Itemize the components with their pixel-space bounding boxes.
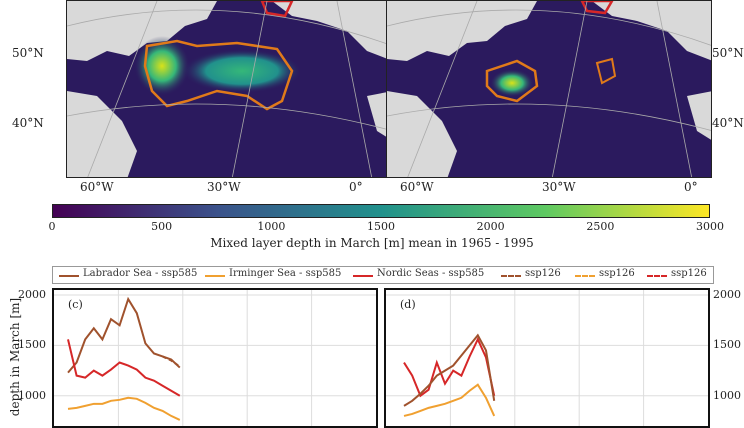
contour-irminger <box>595 57 617 85</box>
colorbar-tick-label: 1500 <box>367 220 395 233</box>
land-greenland-europe <box>272 1 391 61</box>
legend-label-irminger: Irminger Sea - ssp585 <box>229 268 342 279</box>
series-line-nordic-seas-ssp585 <box>67 339 181 397</box>
legend-label-labrador-126: ssp126 <box>525 268 561 279</box>
panel-c-letter: (c) <box>68 298 83 311</box>
lon-label-0-right: 0° <box>684 180 698 194</box>
legend-swatch-nordic-126 <box>647 275 667 277</box>
y-tick-label-left: 1500 <box>18 338 46 352</box>
y-tick-label-left: 1000 <box>18 388 46 402</box>
land-north-america <box>67 1 217 61</box>
lon-label-60w-right: 60°W <box>400 180 434 194</box>
lon-label-30w-right: 30°W <box>542 180 576 194</box>
panel-c: (c) <box>52 288 378 428</box>
graticule-0 <box>656 1 693 177</box>
colorbar-tick-label: 3000 <box>696 220 724 233</box>
mld-labrador-high <box>134 36 190 96</box>
lat-label-40n-left: 40°N <box>12 116 44 130</box>
legend-swatch-irminger-126 <box>575 275 595 277</box>
map-right-svg <box>387 1 711 177</box>
series-line-labrador-sea-ssp585 <box>67 296 181 374</box>
legend-swatch-labrador <box>59 275 79 277</box>
colorbar-tick-label: 0 <box>48 220 56 233</box>
colorbar <box>52 204 710 218</box>
colorbar-tick-label: 1000 <box>257 220 286 233</box>
legend-swatch-labrador-126 <box>501 275 521 277</box>
series-line-nordic-seas-ssp585 <box>403 336 496 398</box>
panel-d-letter: (d) <box>400 298 416 311</box>
lat-label-40n-right: 40°N <box>712 116 744 130</box>
panel-d: (d) <box>384 288 710 428</box>
series-line-ssp126 <box>162 355 181 368</box>
y-axis-label: depth in March [m] <box>8 297 23 417</box>
mld-labrador-high <box>490 69 534 97</box>
graticule-50n <box>67 9 391 46</box>
land-iberia <box>687 91 711 140</box>
y-tick-label-right: 2000 <box>713 288 741 302</box>
lat-label-50n-right: 50°N <box>712 46 744 60</box>
colorbar-title: Mixed layer depth in March [m] mean in 1… <box>210 236 534 250</box>
panel-c-plot <box>54 290 376 426</box>
lon-label-60w-left: 60°W <box>80 180 114 194</box>
land-us-coast <box>67 91 137 177</box>
graticule-30w <box>551 1 588 177</box>
legend-swatch-nordic <box>353 275 373 277</box>
y-tick-label-left: 2000 <box>18 288 46 302</box>
lon-label-30w-left: 30°W <box>207 180 241 194</box>
contour-labrador-irminger <box>143 39 294 111</box>
panel-d-plot <box>386 290 708 426</box>
graticule-30w <box>231 1 268 177</box>
map-panel-left <box>66 0 392 178</box>
contour-labrador <box>485 59 539 103</box>
land-iberia <box>367 91 391 140</box>
graticule-60w <box>87 1 158 177</box>
legend-label-nordic: Nordic Seas - ssp585 <box>377 268 485 279</box>
y-tick-label-right: 1500 <box>713 338 741 352</box>
legend-label-nordic-126: ssp126 <box>671 268 707 279</box>
colorbar-tick-label: 500 <box>151 220 173 233</box>
colorbar-tick-label: 2000 <box>476 220 505 233</box>
y-tick-label-right: 1000 <box>713 388 741 402</box>
lon-label-0-left: 0° <box>349 180 363 194</box>
series-line-labrador-sea-ssp585 <box>403 333 496 407</box>
land-north-america <box>387 1 537 61</box>
mld-irminger <box>182 49 302 93</box>
series-line-irminger-sea-ssp585 <box>403 383 496 417</box>
graticule-50n <box>387 9 711 46</box>
graticule-0 <box>336 1 373 177</box>
legend-label-irminger-126: ssp126 <box>599 268 635 279</box>
legend: Labrador Sea - ssp585 Irminger Sea - ssp… <box>52 266 714 284</box>
map-left-svg <box>67 1 391 177</box>
series-line-irminger-sea-ssp585 <box>67 396 181 421</box>
graticule-40n <box>387 103 711 131</box>
graticule-60w <box>407 1 478 177</box>
colorbar-tick-label: 2500 <box>586 220 615 233</box>
legend-swatch-irminger <box>205 275 225 277</box>
lat-label-50n-left: 50°N <box>12 46 44 60</box>
land-us-coast <box>387 91 457 177</box>
land-greenland-europe <box>592 1 711 61</box>
legend-label-labrador: Labrador Sea - ssp585 <box>83 268 198 279</box>
graticule-40n <box>67 103 391 131</box>
map-panel-right <box>386 0 712 178</box>
